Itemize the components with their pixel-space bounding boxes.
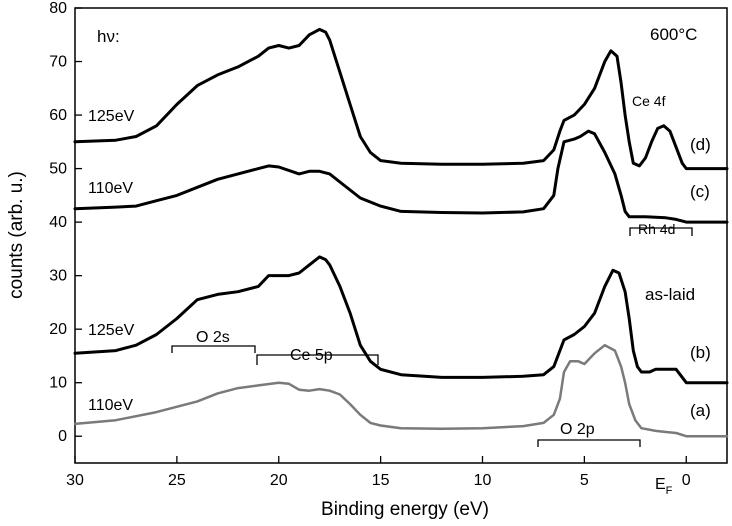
x-tick-label: 10 [474, 472, 492, 489]
ce5p-bracket [256, 354, 379, 365]
o2p-bracket [537, 439, 641, 447]
series-label-c: (c) [690, 182, 710, 201]
rh4d-label: Rh 4d [638, 221, 675, 237]
x-axis-ticks: 30 25 20 15 10 5 0 [66, 456, 691, 489]
series-label-a: (a) [690, 401, 711, 420]
photon-energy-label: hν: [97, 27, 120, 46]
o2p-label: O 2p [560, 421, 595, 438]
series-line-b [73, 255, 729, 385]
y-tick-label: 10 [49, 375, 67, 392]
x-tick-label: 15 [372, 472, 390, 489]
series-line-c [73, 129, 729, 224]
y-tick-label: 50 [49, 161, 67, 178]
y-axis-ticks: 0 10 20 30 40 50 60 70 80 [49, 0, 82, 445]
y-tick-label: 70 [49, 54, 67, 71]
energy-label-a: 110eV [88, 397, 133, 414]
temperature-label: 600°C [650, 25, 697, 44]
y-tick-label: 40 [49, 214, 67, 231]
o2s-label: O 2s [196, 329, 230, 346]
y-tick-label: 30 [49, 268, 67, 285]
y-tick-label: 0 [58, 428, 67, 445]
plot-frame [74, 7, 728, 464]
x-tick-label: 20 [270, 472, 288, 489]
energy-label-b: 125eV [88, 322, 135, 339]
series-label-d: (d) [690, 135, 711, 154]
fermi-level-label: EF [655, 476, 673, 497]
series-line-d [73, 27, 729, 171]
y-tick-label: 60 [49, 107, 67, 124]
x-tick-label: 30 [66, 472, 84, 489]
as-laid-label: as-laid [645, 285, 695, 304]
x-tick-label: 25 [168, 472, 186, 489]
ce4f-label: Ce 4f [632, 93, 666, 109]
series-line-a [73, 343, 729, 438]
y-tick-label: 20 [49, 321, 67, 338]
energy-label-d: 125eV [88, 108, 135, 125]
x-axis-label: Binding energy (eV) [321, 499, 489, 520]
series-label-b: (b) [690, 343, 711, 362]
y-axis-label: counts (arb. u.) [6, 171, 27, 299]
series-layer [73, 27, 729, 438]
y-tick-label: 80 [49, 0, 67, 17]
o2s-bracket [171, 345, 256, 353]
energy-label-c: 110eV [88, 180, 133, 197]
rh4d-bracket [629, 227, 693, 236]
x-tick-label: 0 [682, 472, 691, 489]
x-tick-label: 5 [580, 472, 589, 489]
